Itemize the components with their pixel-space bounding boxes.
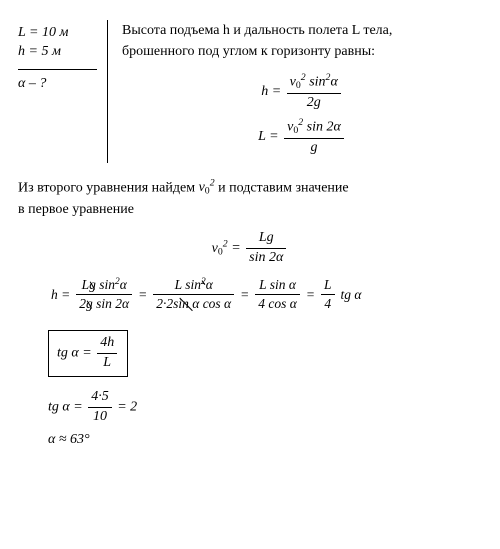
f3-frac: Lg sin 2α [246, 230, 286, 267]
mid-a: Из второго уравнения найдем [18, 180, 199, 195]
cd-num: L [321, 277, 335, 295]
given-question: α – ? [18, 76, 97, 92]
ca-sin2a: sin 2α [93, 296, 129, 311]
calc-rhs: = 2 [117, 399, 137, 414]
chain-d: L 4 [321, 277, 335, 312]
ca-alpha: α [120, 277, 127, 292]
cb-L: L [175, 277, 182, 292]
cb-sina-cancel: sin α [173, 296, 199, 312]
f2-sin: sin 2α [303, 120, 341, 135]
calc-line: tg α = 4·5 10 = 2 [48, 389, 482, 426]
f3-eq: = [228, 241, 241, 256]
mid-text: Из второго уравнения найдем v02 и подста… [18, 177, 482, 221]
cb-alpha: α [206, 277, 213, 292]
given-h: h = 5 м [18, 44, 97, 60]
ca-g2-cancel: g [86, 296, 93, 312]
given-values: L = 10 м h = 5 м [18, 25, 97, 70]
given-column: L = 10 м h = 5 м α – ? [18, 20, 108, 163]
cb-22: 2·2 [156, 296, 173, 311]
boxed-lhs: tg α = [57, 346, 92, 361]
given-L: L = 10 м [18, 25, 97, 41]
cc-num: L sin α [255, 277, 300, 295]
calc-lhs: tg α = [48, 399, 83, 414]
chain-eq3: = [306, 287, 315, 303]
ca-sin: sin [96, 277, 115, 292]
formula-h-lhs: h = [261, 84, 281, 99]
f1-alpha: α [330, 74, 337, 89]
formula-h-frac: v02 sin2α 2g [287, 72, 341, 111]
chain-b: L sin2α 2·2sin α cos α [153, 277, 234, 313]
calc-den: 10 [88, 408, 112, 426]
cd-den: 4 [321, 295, 335, 312]
solution-intro: Высота подъема h и дальность полета L те… [108, 20, 482, 163]
formula-v0sq: v02 = Lg sin 2α [18, 230, 482, 267]
top-section: L = 10 м h = 5 м α – ? Высота подъема h … [18, 20, 482, 163]
formula-L-lhs: L = [258, 129, 278, 144]
intro-line-2: брошенного под углом к горизонту равны: [122, 44, 375, 59]
chain-eq2: = [240, 287, 249, 303]
f2-den: g [284, 139, 344, 157]
calc-frac: 4·5 10 [88, 389, 112, 426]
boxed-formula: tg α = 4h L [48, 330, 128, 377]
boxed-frac: 4h L [97, 335, 117, 372]
f1-sin: sin [306, 74, 326, 89]
ca-g-cancel: g [89, 277, 96, 293]
cc-den: 4 cos α [255, 295, 300, 312]
calc-num: 4·5 [88, 389, 112, 408]
f1-den: 2g [287, 94, 341, 112]
derivation-chain: h = Lg sin2α 2g sin 2α = L sin2α 2·2sin … [48, 277, 482, 313]
chain-c: L sin α 4 cos α [255, 277, 300, 312]
cb-sin-sup-cancel: 2 [201, 277, 206, 288]
mid-l2: в первое уравнение [18, 202, 134, 217]
chain-tail: tg α [341, 287, 362, 303]
boxed-den: L [97, 354, 117, 372]
chain-a: Lg sin2α 2g sin 2α [76, 277, 132, 313]
ca-L: L [82, 277, 90, 292]
chain-eq1: = [138, 287, 147, 303]
formula-h: h = v02 sin2α 2g [122, 72, 482, 111]
answer-line: α ≈ 63° [48, 432, 482, 448]
formula-L-frac: v02 sin 2α g [284, 117, 344, 156]
chain-lhs: h = [51, 287, 70, 303]
f3-num: Lg [246, 230, 286, 249]
formula-L: L = v02 sin 2α g [122, 117, 482, 156]
cb-cos: cos α [199, 296, 231, 311]
ca-2: 2 [79, 296, 86, 311]
boxed-num: 4h [97, 335, 117, 354]
mid-b: и подставим значение [215, 180, 349, 195]
intro-text: Высота подъема h и дальность полета L те… [122, 20, 482, 62]
cb-sin: sin [182, 277, 201, 292]
f3-den: sin 2α [246, 249, 286, 267]
intro-line-1: Высота подъема h и дальность полета L те… [122, 23, 392, 38]
